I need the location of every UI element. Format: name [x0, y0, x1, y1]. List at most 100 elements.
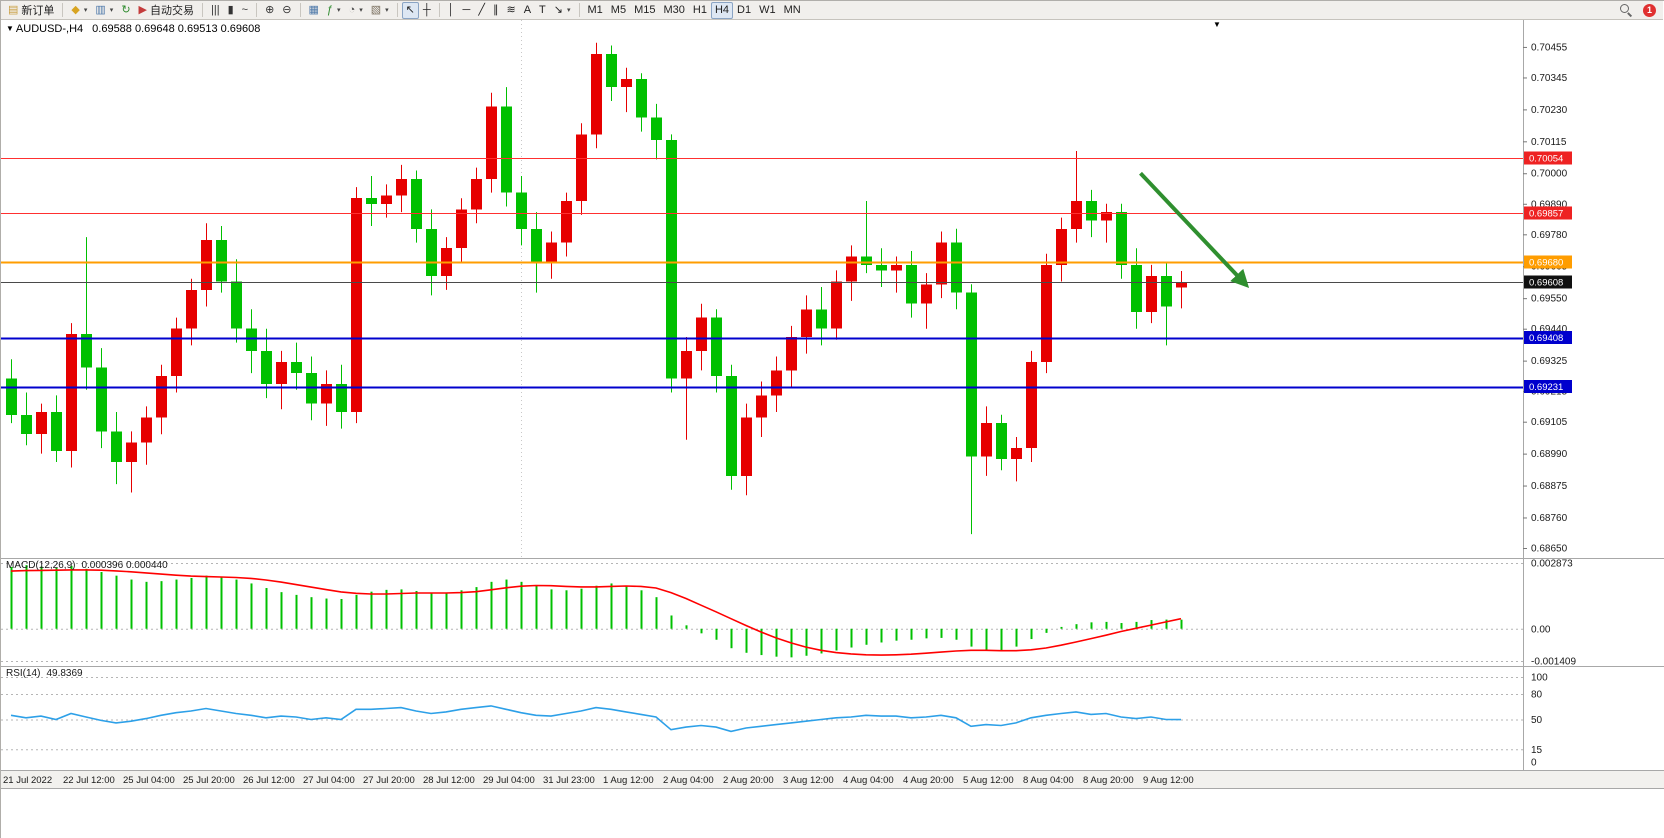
candle-body [471, 178, 482, 210]
candle-body [531, 228, 542, 263]
candle-body [156, 375, 167, 418]
macd-name: MACD(12,26,9) [6, 560, 76, 571]
svg-text:0.70054: 0.70054 [1529, 154, 1563, 165]
candle-body [186, 289, 197, 329]
zoom-out-button[interactable]: ⊖ [278, 2, 295, 19]
candle-body [981, 423, 992, 457]
candle-body [891, 264, 902, 271]
refresh-button[interactable]: ↻ [117, 2, 134, 19]
periods-button[interactable]: ◔ ▾ [345, 2, 367, 19]
vertical-line-button[interactable]: │ [444, 2, 459, 19]
arrows-button[interactable]: ↘ ▾ [550, 2, 575, 19]
timeframe-h4-button[interactable]: H4 [710, 1, 733, 19]
price-tick-label: 0.70455 [1531, 42, 1568, 53]
timeframe-mn-button[interactable]: MN [780, 2, 805, 19]
crosshair-button[interactable]: ┼ [419, 2, 435, 19]
timeframe-h4-button-label: H4 [714, 4, 729, 16]
macd-scale-label: 0.002873 [1531, 559, 1573, 570]
new-order-icon: ▤ [8, 3, 19, 16]
candle-body [591, 53, 602, 135]
candle-body [1146, 275, 1157, 313]
candle-body [6, 378, 17, 415]
candle-body [456, 209, 467, 249]
toolbar-separator [202, 3, 203, 17]
candle-body [1071, 200, 1082, 229]
candle-body [336, 384, 347, 412]
line-chart-button[interactable]: ~ [238, 2, 252, 19]
candles-layer [6, 42, 1187, 535]
symbol-dropdown-icon[interactable]: ▼ [6, 24, 14, 33]
fibonacci-button[interactable]: ≋ [502, 2, 519, 19]
timeframe-d1-button[interactable]: D1 [733, 2, 755, 19]
text-button[interactable]: A [520, 2, 535, 19]
indicators-button[interactable]: ƒ ▾ [323, 2, 345, 19]
cursor-button[interactable]: ↖ [401, 1, 419, 19]
candle-body [291, 362, 302, 374]
trendline-button[interactable]: ╱ [474, 2, 489, 19]
timeframe-m5-button[interactable]: M5 [607, 2, 630, 19]
candle-body [261, 350, 272, 385]
time-tick-label: 2 Aug 20:00 [723, 775, 774, 786]
templates-button[interactable]: ▧ ▾ [367, 2, 393, 19]
zoom-in-button[interactable]: ⊕ [261, 2, 278, 19]
candle-body [921, 284, 932, 304]
horizontal-line-icon: ─ [462, 3, 471, 16]
rsi-scale-label: 0 [1531, 758, 1537, 769]
macd-scale-label: 0.00 [1531, 624, 1551, 635]
timeframe-h1-button-label: H1 [692, 4, 707, 16]
autotrading-button[interactable]: ▶ 自动交易 [135, 2, 198, 19]
bars-chart-button[interactable]: ||| [207, 2, 224, 19]
timeframe-h1-button[interactable]: H1 [689, 2, 711, 19]
candle-body [861, 256, 872, 265]
hline-price-label-box: 0.70054 [1524, 151, 1572, 165]
text-label-button[interactable]: T [535, 2, 550, 19]
channel-button[interactable]: ∥ [489, 2, 503, 19]
horizontal-line-button[interactable]: ─ [459, 2, 475, 19]
timeframe-w1-button[interactable]: W1 [755, 2, 780, 19]
dropdown-caret-icon: ▾ [83, 7, 88, 14]
candle-body [351, 198, 362, 412]
rsi-scale-label: 80 [1531, 690, 1543, 701]
candle-body [546, 242, 557, 263]
time-tick-label: 8 Aug 04:00 [1023, 775, 1074, 786]
symbol-period-label: AUDUSD-,H4 [15, 23, 84, 35]
price-tick-label: 0.69890 [1531, 199, 1568, 210]
candle-body [231, 281, 242, 329]
hline-price-label-box: 0.69680 [1524, 255, 1572, 269]
charts-window-button[interactable]: ▥ ▾ [91, 2, 117, 19]
profiles-button[interactable]: ◆ ▾ [67, 2, 91, 19]
timeframe-m30-button[interactable]: M30 [659, 2, 688, 19]
timeframe-m15-button[interactable]: M15 [630, 2, 659, 19]
price-tick-label: 0.69325 [1531, 356, 1568, 367]
rsi-value: 49.8369 [46, 668, 83, 679]
candles-chart-button[interactable]: ▮ [224, 2, 238, 19]
candle-body [816, 309, 827, 329]
candle-body [396, 178, 407, 196]
rsi-scale-label: 100 [1531, 673, 1548, 684]
search-button[interactable] [1613, 2, 1639, 19]
toolbar-separator [299, 3, 301, 17]
timeframe-m1-button[interactable]: M1 [584, 2, 607, 19]
trend-arrow[interactable] [1139, 171, 1250, 289]
macd-values: 0.000396 0.000440 [81, 560, 168, 571]
rsi-line [10, 705, 1182, 733]
new-order-button[interactable]: ▤ 新订单 [4, 2, 58, 19]
candle-body [1131, 264, 1142, 313]
chart-shift-marker-icon[interactable]: ▼ [1213, 20, 1221, 29]
vertical-line-icon: │ [447, 3, 455, 16]
fibonacci-icon: ≋ [506, 3, 516, 16]
candle-body [786, 337, 797, 371]
candle-body [1161, 275, 1172, 307]
time-axis[interactable]: 21 Jul 2022 22 Jul 12:00 25 Jul 04:00 25 Ju… [3, 775, 1194, 786]
candle-body [726, 375, 737, 476]
candle-body [876, 264, 887, 271]
timeframe-m5-button-label: M5 [610, 4, 627, 16]
candle-body [171, 328, 182, 376]
search-icon [1620, 4, 1632, 16]
candle-body [696, 317, 707, 351]
notifications-badge[interactable]: 1 [1643, 3, 1656, 17]
rsi-scale-label: 15 [1531, 745, 1543, 756]
tile-windows-button[interactable]: ▦ [305, 2, 323, 19]
hline-price-label-box: 0.69857 [1524, 206, 1572, 220]
